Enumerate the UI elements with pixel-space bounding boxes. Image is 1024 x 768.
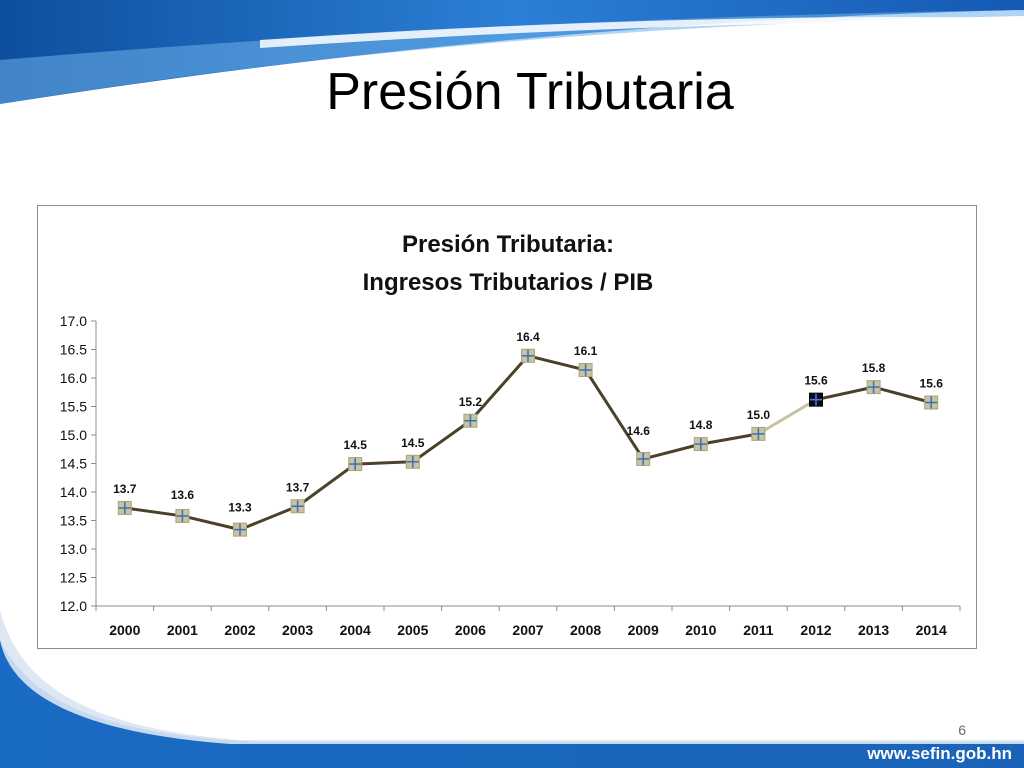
- plot-area: 12.0 12.5 13.0 13.5 14.0 14.5 15.0 15.5 16.0 16.5…: [60, 313, 961, 638]
- y-tick-label: 15.0: [60, 427, 87, 443]
- x-tick-label: 2008: [570, 622, 601, 638]
- data-label: 14.6: [627, 424, 651, 438]
- data-label: 16.4: [516, 330, 540, 344]
- chart-title: Presión Tributaria:: [402, 231, 614, 258]
- header-swoosh: [0, 0, 1024, 104]
- y-tick-label: 13.5: [60, 513, 87, 529]
- series-line-segment: [584, 368, 645, 461]
- series-line-segment: [180, 514, 242, 532]
- x-tick-label: 2012: [800, 622, 831, 638]
- data-label: 13.3: [228, 501, 252, 515]
- x-tick-label: 2003: [282, 622, 313, 638]
- footer-swoosh: [0, 610, 1024, 768]
- x-tick-label: 2005: [397, 622, 428, 638]
- series-line-segment: [699, 432, 760, 446]
- footer-url[interactable]: www.sefin.gob.hn: [867, 744, 1012, 763]
- data-label: 16.1: [574, 344, 598, 358]
- x-tick-label: 2009: [628, 622, 659, 638]
- y-tick-label: 13.0: [60, 541, 87, 557]
- x-tick-label: 2006: [455, 622, 486, 638]
- y-tick-label: 12.0: [60, 598, 87, 614]
- data-label: 13.7: [113, 482, 137, 496]
- y-tick-label: 12.5: [60, 570, 87, 586]
- y-tick-label: 14.0: [60, 484, 87, 500]
- data-label: 14.5: [401, 436, 425, 450]
- data-label: 14.5: [344, 438, 368, 452]
- x-tick-label: 2010: [685, 622, 716, 638]
- data-label: 15.0: [747, 408, 771, 422]
- series-line-segment: [641, 442, 703, 461]
- y-tick-label: 14.5: [60, 456, 87, 472]
- y-tick-label: 16.0: [60, 370, 87, 386]
- data-label: 14.8: [689, 418, 713, 432]
- page-number: 6: [958, 722, 966, 738]
- data-label: 15.6: [920, 377, 944, 391]
- series-forecast-segment: [756, 398, 818, 436]
- y-tick-label: 17.0: [60, 313, 87, 329]
- series-line-segment: [526, 354, 588, 372]
- x-tick-label: 2000: [109, 622, 140, 638]
- data-label: 15.8: [862, 361, 886, 375]
- x-tick-label: 2013: [858, 622, 889, 638]
- data-label: 15.2: [459, 395, 483, 409]
- x-tick-label: 2014: [916, 622, 947, 638]
- series-line-segment: [468, 354, 530, 423]
- series-line-segment: [353, 460, 415, 466]
- series-line-segment: [814, 385, 876, 402]
- x-tick-label: 2001: [167, 622, 198, 638]
- data-label: 13.6: [171, 488, 195, 502]
- x-tick-label: 2007: [512, 622, 543, 638]
- series-line-segment: [238, 504, 300, 532]
- chart-subtitle: Ingresos Tributarios / PIB: [363, 269, 654, 296]
- x-tick-label: 2011: [743, 622, 774, 638]
- chart-frame: Presión Tributaria: Ingresos Tributarios…: [37, 205, 977, 649]
- series-line-segment: [296, 462, 357, 508]
- y-tick-label: 15.5: [60, 399, 87, 415]
- series-line-segment: [411, 419, 472, 464]
- data-label: 13.7: [286, 480, 310, 494]
- series-line-segment: [872, 385, 933, 405]
- series-line-segment: [123, 506, 184, 518]
- x-tick-label: 2002: [224, 622, 255, 638]
- line-chart: Presión Tributaria: Ingresos Tributarios…: [60, 231, 961, 638]
- x-tick-label: 2004: [340, 622, 371, 638]
- data-label: 15.6: [804, 374, 828, 388]
- slide-title: Presión Tributaria: [326, 63, 734, 121]
- y-tick-label: 16.5: [60, 342, 87, 358]
